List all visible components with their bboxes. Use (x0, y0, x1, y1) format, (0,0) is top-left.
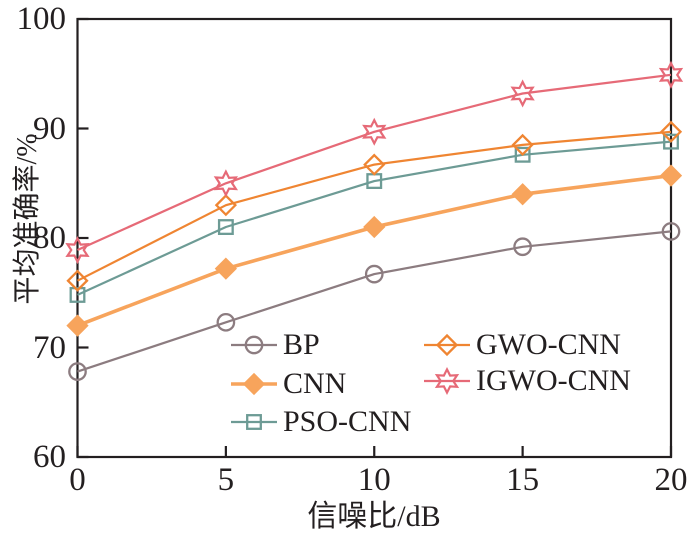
series-line-cnn (76, 173, 672, 328)
data-point-pso-cnn (217, 219, 234, 236)
data-point-gwo-cnn (66, 269, 89, 292)
y-tick-label: 80 (33, 220, 66, 256)
data-point-pso-cnn (663, 133, 679, 150)
legend-marker (242, 372, 266, 396)
data-point-pso-cnn (514, 146, 531, 163)
legend-entry-igwo-cnn: IGWO-CNN (423, 366, 631, 396)
legend-label-bp: BP (283, 328, 320, 361)
legend-label-igwo-cnn: IGWO-CNN (476, 364, 631, 397)
data-point-gwo-cnn (659, 120, 683, 143)
legend-marker (246, 414, 262, 430)
data-point-cnn (511, 183, 534, 206)
data-point-gwo-cnn (511, 133, 534, 157)
series-line-igwo-cnn (77, 73, 672, 252)
data-point-pso-cnn (69, 286, 86, 303)
data-point-igwo-cnn (362, 117, 387, 146)
gwo-cnn-diamond-marker-icon (424, 333, 470, 357)
legend-entry-pso-cnn: PSO-CNN (230, 407, 411, 437)
series-line-gwo-cnn (77, 130, 672, 282)
legend-entry-gwo-cnn: GWO-CNN (423, 330, 621, 360)
legend-label-gwo-cnn: GWO-CNN (476, 328, 621, 361)
cnn-diamond-marker-icon (231, 372, 277, 396)
data-point-gwo-cnn (363, 153, 386, 176)
legend-entry-cnn: CNN (230, 369, 346, 399)
y-tick-label: 90 (33, 110, 66, 147)
y-tick-label: 60 (33, 439, 66, 475)
data-point-bp (68, 362, 87, 381)
data-point-gwo-cnn (214, 194, 238, 217)
data-point-bp (216, 312, 236, 332)
legend-marker (435, 333, 459, 357)
series-line-bp (77, 230, 672, 373)
legend-marker (244, 335, 264, 355)
data-point-igwo-cnn (510, 79, 535, 108)
y-tick-label: 100 (16, 1, 67, 37)
igwo-cnn-star-marker-icon (424, 366, 470, 396)
data-point-cnn (66, 314, 89, 337)
data-point-igwo-cnn (213, 169, 239, 198)
x-tick-label: 10 (357, 462, 391, 498)
legend-marker (434, 366, 460, 396)
data-point-cnn (363, 215, 386, 239)
x-tick-label: 15 (506, 462, 540, 498)
x-tick-label: 5 (217, 462, 235, 498)
data-point-igwo-cnn (65, 236, 90, 265)
x-tick-label: 0 (69, 462, 86, 498)
data-point-bp (513, 237, 532, 257)
x-tick-label: 20 (654, 462, 687, 498)
y-tick-label: 70 (33, 329, 66, 366)
data-point-cnn (214, 257, 238, 280)
x-axis-label: 信噪比/dB (307, 500, 441, 533)
legend-entry-bp: BP (230, 330, 320, 360)
data-point-igwo-cnn (658, 60, 684, 89)
data-point-cnn (659, 164, 683, 187)
pso-cnn-square-marker-icon (231, 414, 277, 430)
legend-label-cnn: CNN (283, 367, 347, 400)
bp-circle-marker-icon (231, 335, 277, 355)
data-point-bp (364, 264, 384, 284)
series-line-pso-cnn (77, 140, 672, 296)
data-point-bp (661, 222, 681, 241)
legend-label-pso-cnn: PSO-CNN (283, 405, 412, 438)
